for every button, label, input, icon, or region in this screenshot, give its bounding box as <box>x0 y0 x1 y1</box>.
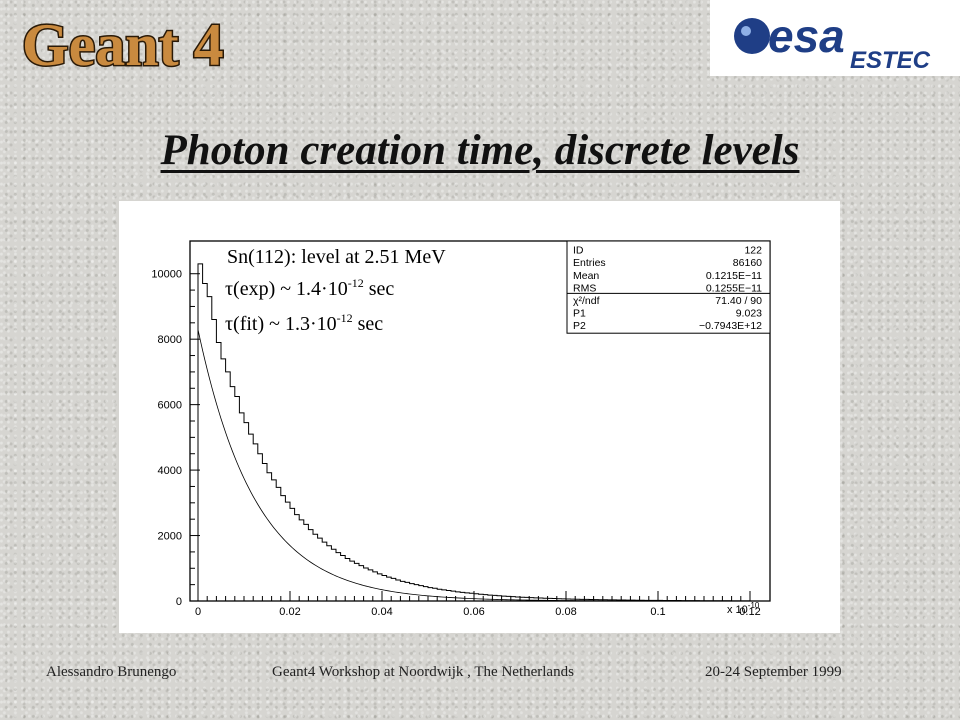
stats-label: RMS <box>573 282 596 294</box>
fit-curve <box>197 329 750 602</box>
stats-value: 122 <box>744 245 762 257</box>
annotation-tau-fit-power: -12 <box>337 311 353 325</box>
esa-estec-logo: esa ESTEC <box>710 0 960 76</box>
stats-value: 71.40 / 90 <box>715 295 762 307</box>
x-tick-label: 0.02 <box>279 606 300 618</box>
x-scale-exponent: -10 <box>748 601 760 610</box>
stats-label: P1 <box>573 308 586 320</box>
footer-date: 20-24 September 1999 <box>705 664 842 680</box>
stats-label: P2 <box>573 320 586 332</box>
estec-logo-text: ESTEC <box>850 47 931 74</box>
y-tick-label: 6000 <box>158 400 182 412</box>
footer-author: Alessandro Brunengo <box>46 664 177 680</box>
x-tick-label: 0.1 <box>650 606 665 618</box>
annotation-level: Sn(112): level at 2.51 MeV <box>227 246 446 268</box>
esa-globe-icon <box>734 18 770 54</box>
annotation-tau-exp-base: τ(exp) ~ 1.4·10 <box>225 278 348 300</box>
stats-label: ID <box>573 245 584 257</box>
stats-value: 9.023 <box>736 308 762 320</box>
geant4-logo-text: Geant 4 <box>22 12 224 78</box>
annotation-tau-fit: τ(fit) ~ 1.3·10-12 sec <box>225 311 383 335</box>
annotation-tau-exp-power: -12 <box>348 276 364 290</box>
y-axis: 0 2000 4000 6000 8000 10000 <box>151 269 200 608</box>
y-tick-label: 8000 <box>158 334 182 346</box>
stats-box: ID 122 Entries 86160 Mean 0.1215E−11 RMS 0.1255… <box>566 240 771 334</box>
annotation-tau-exp-unit: sec <box>364 278 395 300</box>
annotation-tau-fit-unit: sec <box>353 313 384 335</box>
y-tick-label: 0 <box>176 596 182 608</box>
fit-annotation: Sn(112): level at 2.51 MeV τ(exp) ~ 1.4·… <box>225 246 446 335</box>
stats-value: −0.7943E+12 <box>699 320 762 332</box>
x-tick-label: 0.08 <box>555 606 576 618</box>
stats-box-frame <box>566 240 771 334</box>
x-tick-label: 0.12 <box>739 606 760 618</box>
stats-value: 0.1215E−11 <box>706 270 762 282</box>
annotation-tau-fit-base: τ(fit) ~ 1.3·10 <box>225 313 337 335</box>
stats-label: Mean <box>573 270 599 282</box>
x-tick-label: 0.04 <box>371 606 392 618</box>
stats-value: 0.1255E−11 <box>706 282 762 294</box>
x-axis: 0 0.02 0.04 0.06 0.08 0.1 0.12 <box>195 591 761 618</box>
x-tick-label: 0 <box>195 606 201 618</box>
geant4-logo: Geant 4 <box>21 11 226 79</box>
y-tick-label: 4000 <box>158 465 182 477</box>
x-tick-label: 0.06 <box>463 606 484 618</box>
histogram-chart: 0 2000 4000 6000 8000 10000 0 0.02 0.04 0.06 0.08… <box>151 240 771 618</box>
x-scale-base: x 10 <box>727 604 748 616</box>
esa-globe-highlight <box>741 26 751 36</box>
y-tick-label: 10000 <box>151 269 182 281</box>
x-scale-label: x 10-10 <box>727 601 760 616</box>
stats-label: Entries <box>573 257 606 269</box>
stats-value: 86160 <box>733 257 762 269</box>
esa-logo-graphic: esa ESTEC <box>734 10 931 74</box>
annotation-tau-exp: τ(exp) ~ 1.4·10-12 sec <box>225 276 394 300</box>
slide-title: Photon creation time, discrete levels <box>160 127 800 174</box>
y-tick-label: 2000 <box>158 531 182 543</box>
esa-logo-text: esa <box>768 10 845 62</box>
footer-event: Geant4 Workshop at Noordwijk , The Nethe… <box>272 664 574 680</box>
plot-panel: 0 2000 4000 6000 8000 10000 0 0.02 0.04 0.06 0.08… <box>119 201 840 633</box>
stats-label: χ²/ndf <box>573 295 600 307</box>
histogram-series <box>197 263 751 602</box>
